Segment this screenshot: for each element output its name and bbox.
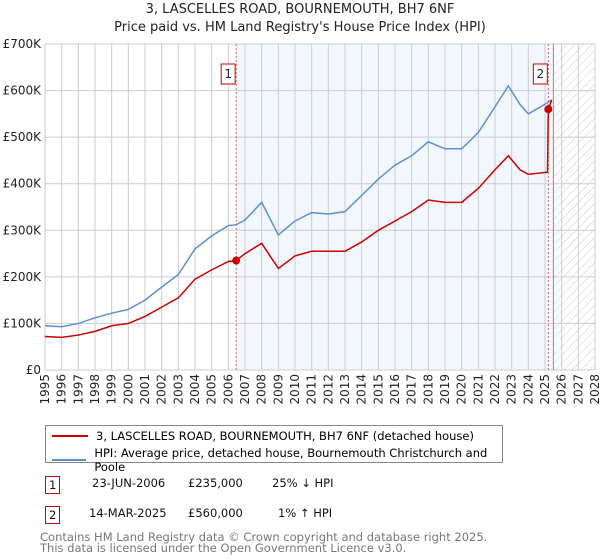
- x-tick-label: 2026: [555, 374, 569, 405]
- y-tick-label: £100K: [3, 316, 43, 330]
- x-tick-label: 2024: [521, 374, 535, 405]
- legend-blue-line: [52, 459, 87, 461]
- sale-date: 23-JUN-2006: [92, 476, 166, 490]
- legend-red-line: [52, 435, 88, 437]
- x-tick-label: 1995: [38, 374, 52, 405]
- x-tick-label: 2013: [338, 374, 352, 405]
- x-tick-label: 2002: [155, 374, 169, 405]
- x-tick-label: 2016: [388, 374, 402, 405]
- chart-subtitle: Price paid vs. HM Land Registry's House …: [114, 20, 486, 35]
- x-tick-label: 2014: [355, 374, 369, 405]
- x-tick-label: 2027: [571, 374, 585, 405]
- y-tick-label: £300K: [3, 223, 43, 237]
- x-tick-label: 2010: [288, 374, 302, 405]
- sale-price: £560,000: [188, 506, 243, 520]
- sale-label: 1: [224, 67, 232, 81]
- y-tick-label: £700K: [3, 37, 43, 51]
- x-tick-label: 2019: [438, 374, 452, 405]
- legend: 3, LASCELLES ROAD, BOURNEMOUTH, BH7 6NF …: [45, 425, 503, 474]
- property-price-line: [44, 99, 553, 339]
- x-tick-label: 2009: [271, 374, 285, 405]
- x-tick-label: 2004: [188, 374, 202, 405]
- x-tick-label: 1997: [71, 374, 85, 405]
- sale-hpi: 25% ↓ HPI: [272, 476, 334, 490]
- y-tick-label: £600K: [3, 84, 43, 98]
- x-tick-label: 2007: [238, 374, 252, 405]
- x-tick-label: 2006: [221, 374, 235, 405]
- x-tick-label: 2015: [371, 374, 385, 405]
- sale-date: 14-MAR-2025: [89, 506, 167, 520]
- sale-label-box: [532, 63, 548, 85]
- x-tick-label: 2008: [255, 374, 269, 405]
- x-tick-label: 1998: [88, 374, 102, 405]
- hpi-line: [44, 84, 553, 328]
- sale-point: [544, 105, 553, 114]
- footer-licence: This data is licensed under the Open Gov…: [40, 541, 407, 555]
- sale-badge: 1: [45, 476, 61, 494]
- x-tick-label: 2003: [171, 374, 185, 405]
- chart-title: 3, LASCELLES ROAD, BOURNEMOUTH, BH7 6NF: [145, 2, 455, 17]
- sale-point: [232, 256, 241, 265]
- x-tick-label: 2028: [588, 374, 600, 405]
- ownership-shade: [236, 44, 549, 370]
- y-tick-label: £400K: [3, 177, 43, 191]
- sale-badge: 2: [45, 506, 61, 524]
- x-tick-label: 1996: [55, 374, 69, 405]
- x-tick-label: 2021: [471, 374, 485, 405]
- x-tick-label: 2000: [121, 374, 135, 405]
- legend-property: 3, LASCELLES ROAD, BOURNEMOUTH, BH7 6NF …: [96, 429, 474, 443]
- x-tick-label: 2001: [138, 374, 152, 405]
- x-tick-label: 2023: [505, 374, 519, 405]
- x-tick-label: 2025: [538, 374, 552, 405]
- x-tick-label: 2022: [488, 374, 502, 405]
- y-tick-label: £200K: [3, 270, 43, 284]
- y-tick-label: £0: [26, 363, 41, 377]
- x-tick-label: 2020: [455, 374, 469, 405]
- forecast-hatch: [553, 44, 595, 370]
- sale-label-box: [220, 63, 236, 85]
- x-tick-label: 2005: [205, 374, 219, 405]
- legend-hpi: HPI: Average price, detached house, Bour…: [94, 446, 488, 474]
- x-tick-label: 2011: [305, 374, 319, 405]
- sale-label: 2: [537, 67, 545, 81]
- x-tick-label: 2018: [421, 374, 435, 405]
- footer-copyright: Contains HM Land Registry data © Crown c…: [40, 530, 488, 544]
- price-chart: 1995 1996 1997 1998 1999 2000 2001 2002 2003 2004…: [3, 37, 600, 405]
- x-tick-label: 1999: [105, 374, 119, 405]
- x-tick-label: 2012: [321, 374, 335, 405]
- x-tick-label: 2017: [405, 374, 419, 405]
- sale-price: £235,000: [188, 476, 243, 490]
- y-tick-label: £500K: [3, 130, 43, 144]
- sale-hpi: 1% ↑ HPI: [278, 506, 333, 520]
